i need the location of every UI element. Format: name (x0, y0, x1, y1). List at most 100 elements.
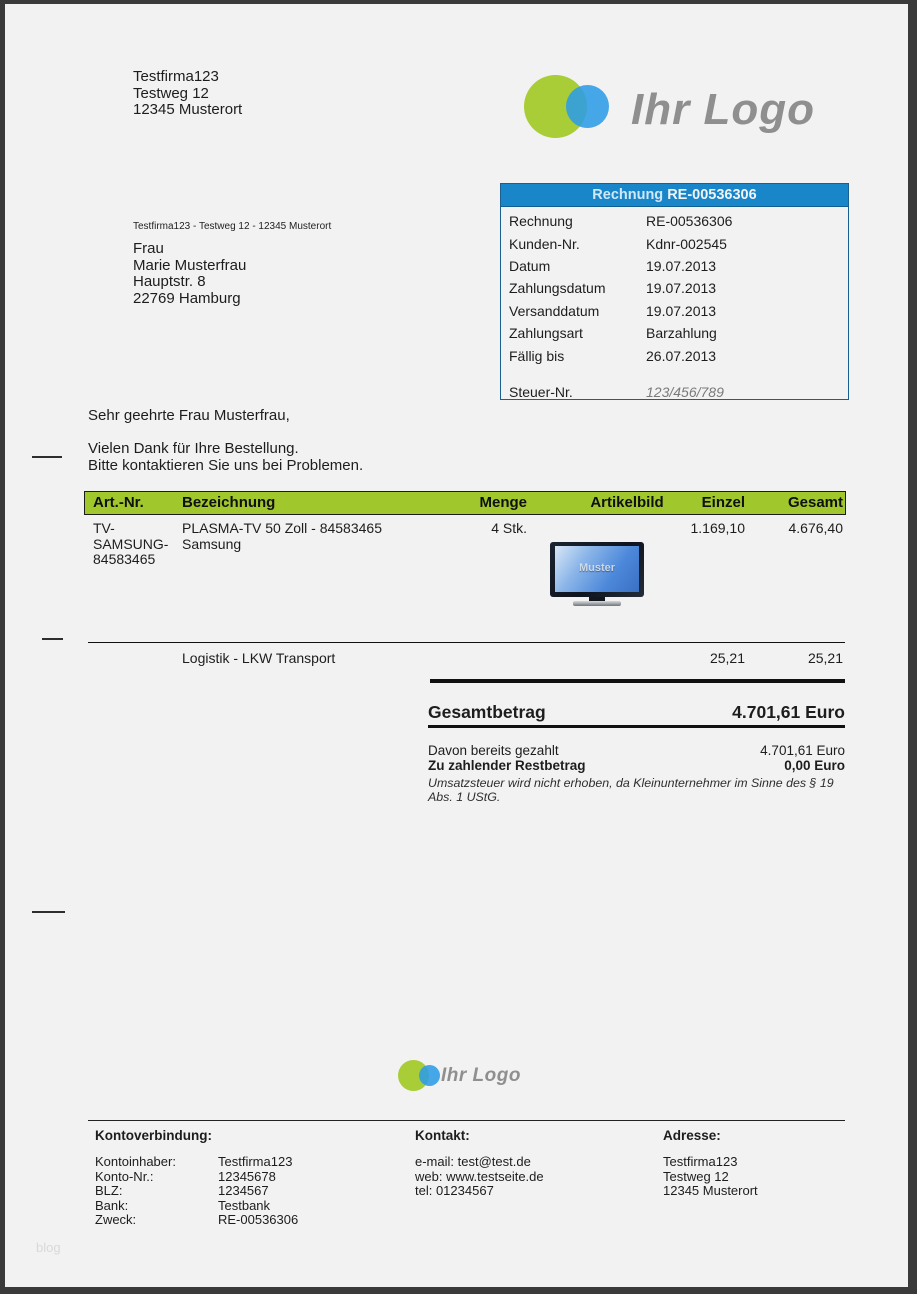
fold-mark-top (32, 456, 62, 458)
info-value: Kdnr-002545 (646, 235, 727, 252)
logistik-total-price: 25,21 (807, 650, 843, 666)
bottom-edge-bar (0, 1287, 917, 1294)
blog-watermark: blog (36, 1240, 61, 1255)
item-total-price: 4.676,40 (788, 520, 844, 536)
address-city: 12345 Musterort (663, 1183, 758, 1198)
contact-email: e-mail: test@test.de (415, 1154, 531, 1169)
contact-web: web: www.testseite.de (415, 1168, 544, 1184)
bank-value: 1234567 (218, 1183, 269, 1198)
info-label: Rechnung (509, 213, 573, 230)
info-label: Steuer-Nr. (509, 383, 573, 400)
invoice-info-box: Rechnung RE-00536306 Rechnung RE-0053630… (500, 183, 849, 400)
grand-total-rule (428, 725, 845, 728)
invoice-header-label: Rechnung (592, 187, 664, 203)
letter-body-line1: Vielen Dank für Ihre Bestellung. (88, 440, 299, 457)
items-table-header (84, 491, 846, 515)
tv-watermark-text: Muster (578, 562, 616, 574)
bank-label: BLZ: (95, 1183, 123, 1198)
info-row-datum: Datum 19.07.2013 (501, 255, 848, 277)
fold-mark-middle (42, 638, 63, 640)
footer-logo-blue-circle-icon (419, 1065, 440, 1086)
rest-value: 0,00 Euro (784, 758, 845, 773)
totals-double-rule (430, 679, 845, 683)
col-header-artikelbild: Artikelbild (590, 494, 664, 511)
invoice-info-header: Rechnung RE-00536306 (501, 184, 848, 207)
info-row-steuernr: Steuer-Nr. 123/456/789 (501, 381, 848, 403)
sender-address-block: Testfirma123 Testweg 12 12345 Musterort (133, 68, 242, 119)
item-description-line2: Samsung (182, 535, 242, 552)
item-quantity: 4 Stk. (491, 520, 527, 536)
grand-total-label: Gesamtbetrag (428, 702, 546, 722)
bank-label: Zweck: (95, 1212, 137, 1227)
tv-stand-neck (589, 597, 605, 601)
info-value: 19.07.2013 (646, 280, 717, 297)
info-value: 26.07.2013 (646, 347, 717, 364)
info-value: RE-00536306 (646, 213, 733, 230)
bank-label: Kontoinhaber: (95, 1154, 176, 1169)
right-edge-bar (908, 0, 917, 1294)
address-title: Adresse: (663, 1128, 721, 1143)
grand-total-value: 4.701,61 Euro (732, 702, 845, 722)
info-row-versanddatum: Versanddatum 19.07.2013 (501, 300, 848, 322)
item-unit-price: 1.169,10 (690, 520, 746, 536)
col-header-gesamt: Gesamt (787, 494, 843, 511)
left-edge-bar (0, 0, 5, 1294)
recipient-city: 22769 Hamburg (133, 289, 241, 307)
bank-rows: Kontoinhaber: Testfirma123 Konto-Nr.: 12… (95, 1154, 299, 1228)
bank-value: Testfirma123 (218, 1154, 293, 1169)
col-header-artnr: Art.-Nr. (93, 494, 144, 511)
rest-row: Zu zahlender Restbetrag 0,00 Euro (428, 758, 845, 773)
sender-street: Testweg 12 (133, 84, 209, 102)
contact-tel: tel: 01234567 (415, 1183, 494, 1198)
top-edge-bar (0, 0, 917, 4)
info-row-zahlungsdatum: Zahlungsdatum 19.07.2013 (501, 277, 848, 299)
letter-salutation: Sehr geehrte Frau Musterfrau, (88, 407, 290, 424)
logo-text: Ihr Logo (631, 85, 815, 134)
info-value: 19.07.2013 (646, 257, 717, 274)
bank-row-blz: BLZ: 1234567 (95, 1183, 298, 1199)
info-value: 123/456/789 (646, 383, 724, 400)
bank-label: Konto-Nr.: (95, 1168, 154, 1184)
info-row-zahlungsart: Zahlungsart Barzahlung (501, 322, 848, 344)
item-artnr: TV-SAMSUNG-84583465 (93, 520, 169, 567)
bank-title: Kontoverbindung: (95, 1128, 212, 1143)
return-address-line: Testfirma123 - Testweg 12 - 12345 Muster… (133, 221, 332, 232)
info-value: 19.07.2013 (646, 302, 717, 319)
product-image-tv: Muster (550, 542, 644, 608)
tv-stand-base (573, 601, 621, 606)
address-street: Testweg 12 (663, 1168, 729, 1184)
logistik-description: Logistik - LKW Transport (182, 650, 336, 666)
info-label: Datum (509, 257, 551, 274)
address-lines: Testfirma123 Testweg 12 12345 Musterort (663, 1154, 758, 1199)
logistik-unit-price: 25,21 (709, 650, 745, 666)
table-separator-line (88, 642, 845, 643)
tv-bezel: Muster (550, 542, 644, 597)
letter-body-line2: Bitte kontaktieren Sie uns bei Problemen… (88, 457, 364, 474)
bank-label: Bank: (95, 1197, 129, 1213)
footer-logo-text: Ihr Logo (441, 1065, 521, 1086)
info-label: Zahlungsart (509, 325, 583, 342)
bank-row-bank: Bank: Testbank (95, 1197, 298, 1214)
grand-total-row: Gesamtbetrag 4.701,61 Euro (428, 702, 845, 723)
contact-lines: e-mail: test@test.de web: www.testseite.… (415, 1154, 544, 1199)
info-row-faelligbis: Fällig bis 26.07.2013 (501, 344, 848, 366)
col-header-menge: Menge (479, 494, 527, 511)
info-value: Barzahlung (646, 325, 717, 342)
bank-row-kontoinhaber: Kontoinhaber: Testfirma123 (95, 1154, 298, 1170)
item-description-line1: PLASMA-TV 50 Zoll - 84583465 (182, 520, 382, 536)
rest-label: Zu zahlender Restbetrag (428, 758, 586, 773)
paid-label: Davon bereits gezahlt (428, 743, 559, 758)
recipient-street: Hauptstr. 8 (133, 273, 206, 290)
paid-row: Davon bereits gezahlt 4.701,61 Euro (428, 743, 845, 758)
info-row-kundennr: Kunden-Nr. Kdnr-002545 (501, 232, 848, 254)
info-label: Zahlungsdatum (509, 280, 606, 297)
bank-value: RE-00536306 (218, 1212, 299, 1227)
bank-row-kontonr: Konto-Nr.: 12345678 (95, 1168, 298, 1185)
bank-row-zweck: Zweck: RE-00536306 (95, 1212, 299, 1228)
logo-blue-circle-icon (566, 85, 609, 128)
info-row-rechnung: Rechnung RE-00536306 (501, 210, 848, 232)
fold-mark-bottom (32, 911, 65, 913)
col-header-einzel: Einzel (701, 494, 745, 511)
item-description: PLASMA-TV 50 Zoll - 84583465 Samsung (182, 520, 482, 552)
